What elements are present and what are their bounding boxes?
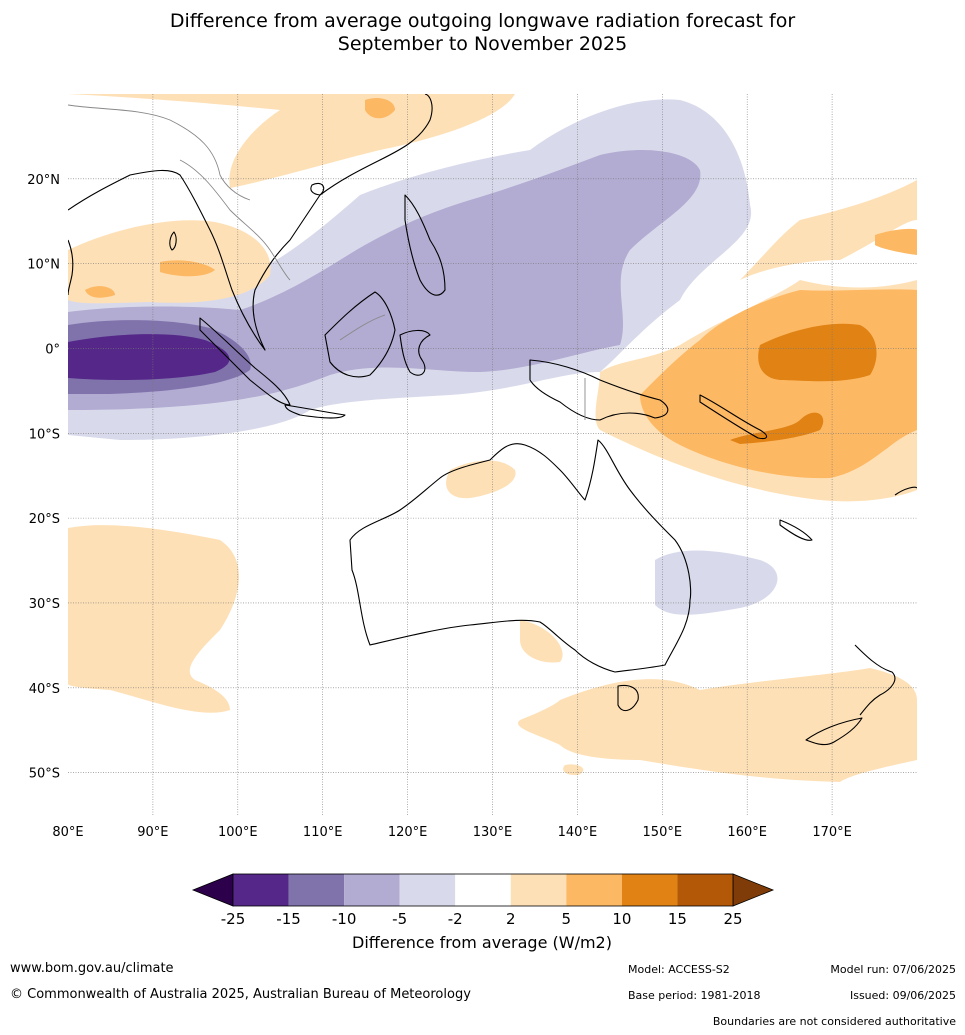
colorbar-swatch xyxy=(233,874,289,906)
colorbar-tick-label: -2 xyxy=(448,910,463,928)
lat-tick-label: 20°N xyxy=(27,173,60,188)
lat-tick-label: 50°S xyxy=(29,767,60,782)
coastline-new-guinea xyxy=(529,359,669,421)
coastline-new-caledonia xyxy=(779,519,813,541)
copyright-text: © Commonwealth of Australia 2025, Austra… xyxy=(10,987,471,1002)
lat-tick-label: 10°N xyxy=(27,258,60,273)
colorbar-swatch xyxy=(510,874,567,906)
colorbar-tick-label: 2 xyxy=(506,910,516,928)
title-line-2: September to November 2025 xyxy=(337,33,628,55)
lon-tick-label: 160°E xyxy=(727,825,767,840)
lat-tick-label: 30°S xyxy=(29,597,60,612)
colorbar-swatch xyxy=(288,874,345,906)
coastline-new-zealand-south xyxy=(805,717,863,746)
coastlines xyxy=(68,94,917,746)
border-indochina xyxy=(179,159,291,281)
lon-tick-label: 120°E xyxy=(388,825,428,840)
model-run-date: Model run: 07/06/2025 xyxy=(830,963,956,976)
colorbar-tick-label: -5 xyxy=(392,910,407,928)
colorbar-over-arrow xyxy=(732,873,775,907)
lon-tick-label: 80°E xyxy=(52,825,83,840)
colorbar-tick-label: 25 xyxy=(723,910,742,928)
colorbar-swatch xyxy=(621,874,678,906)
colorbar-label: Difference from average (W/m2) xyxy=(352,933,612,952)
latitude-tick-labels: 20°N 10°N 0° 10°S 20°S 30°S 40°S 50°S xyxy=(27,173,60,782)
coastline-hainan xyxy=(310,182,325,196)
title-line-1: Difference from average outgoing longwav… xyxy=(169,10,796,32)
lon-tick-label: 140°E xyxy=(558,825,598,840)
anomaly-band-dark-orange xyxy=(730,323,877,444)
coastline-australia xyxy=(349,439,692,673)
lat-tick-label: 20°S xyxy=(29,512,60,527)
coastline-sri-lanka xyxy=(169,231,177,251)
lon-tick-label: 110°E xyxy=(303,825,343,840)
lat-tick-label: 40°S xyxy=(29,682,60,697)
lon-tick-label: 100°E xyxy=(218,825,258,840)
base-period: Base period: 1981-2018 xyxy=(628,989,761,1002)
border-asia-north xyxy=(68,104,251,201)
longitude-tick-labels: 80°E 90°E 100°E 110°E 120°E 130°E 140°E 150°E 16… xyxy=(52,825,851,840)
graticule xyxy=(68,94,917,815)
colorbar-tick-label: 5 xyxy=(562,910,572,928)
colorbar-tick-label: -10 xyxy=(332,910,357,928)
anomaly-fields xyxy=(68,94,917,782)
colorbar-swatch xyxy=(455,874,511,906)
lat-tick-label: 0° xyxy=(45,342,60,357)
map-title: Difference from average outgoing longwav… xyxy=(0,10,965,56)
model-name: Model: ACCESS-S2 xyxy=(628,963,730,976)
coastline-sumatra xyxy=(199,317,291,406)
coastline-asia-mainland xyxy=(68,94,433,351)
lon-tick-label: 130°E xyxy=(473,825,513,840)
lon-tick-label: 90°E xyxy=(137,825,168,840)
colorbar-tick-label: 15 xyxy=(668,910,687,928)
colorbar-outline xyxy=(232,873,734,907)
issued-date: Issued: 09/06/2025 xyxy=(849,989,956,1002)
anomaly-band-deepest-purple xyxy=(68,334,230,380)
boundaries-disclaimer: Boundaries are not considered authoritat… xyxy=(712,1015,956,1028)
coastline-new-zealand-north xyxy=(854,644,896,716)
colorbar-swatch xyxy=(566,874,622,906)
coastline-philippines xyxy=(404,194,446,296)
colorbar-tick-label: -15 xyxy=(276,910,301,928)
colorbar-swatch xyxy=(399,874,456,906)
coastline-sulawesi xyxy=(399,329,431,376)
website-link[interactable]: www.bom.gov.au/climate xyxy=(10,961,174,976)
border-borneo xyxy=(339,314,386,341)
lon-tick-label: 170°E xyxy=(812,825,852,840)
colorbar-tick-label: 10 xyxy=(612,910,631,928)
coastline-borneo xyxy=(324,291,396,378)
colorbar: -25 -15 -10 -5 -2 2 5 10 15 25 xyxy=(191,873,775,928)
coastline-java xyxy=(284,404,346,419)
colorbar-swatch xyxy=(677,874,733,906)
colorbar-under-arrow xyxy=(191,873,234,907)
coastline-india xyxy=(68,239,74,296)
colorbar-swatch xyxy=(344,874,400,906)
lat-tick-label: 10°S xyxy=(29,427,60,442)
coastline-tasmania xyxy=(617,684,639,712)
coastline-fiji xyxy=(894,486,917,496)
colorbar-tick-label: -25 xyxy=(221,910,246,928)
coastline-solomon-islands xyxy=(699,394,768,440)
country-borders xyxy=(68,104,586,420)
lon-tick-label: 150°E xyxy=(643,825,683,840)
